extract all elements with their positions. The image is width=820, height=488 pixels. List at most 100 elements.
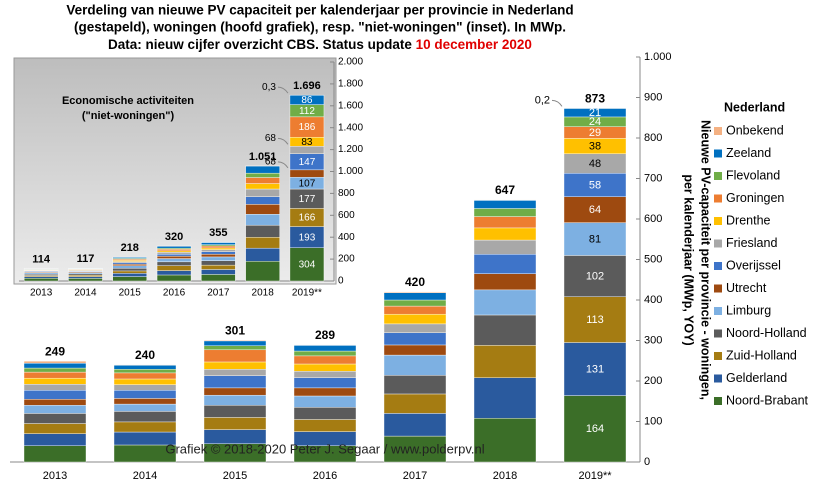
bar-segment <box>203 387 267 396</box>
legend-title: Nederland <box>724 100 785 114</box>
bar-segment <box>245 247 280 262</box>
bar-segment <box>293 350 357 357</box>
bar-segment <box>201 264 236 270</box>
bar-segment <box>473 377 537 419</box>
bar-segment <box>201 260 236 266</box>
x-tick-label: 2014 <box>74 288 97 299</box>
inset-title: ("niet-woningen") <box>82 110 175 122</box>
legend-label: Noord-Brabant <box>726 393 809 407</box>
bar-segment <box>203 349 267 363</box>
bar-segment <box>245 183 280 190</box>
chart-title: Data: nieuw cijfer overzicht CBS. Status… <box>108 37 532 52</box>
total-label: 289 <box>315 328 335 342</box>
legend-label: Friesland <box>726 236 777 250</box>
bar-segment <box>112 265 147 269</box>
y-tick-label: 400 <box>644 294 662 306</box>
x-tick-label: 2018 <box>493 470 517 482</box>
bar-segment <box>473 200 537 209</box>
bar-segment <box>112 273 147 277</box>
bar-segment <box>245 196 280 205</box>
total-label: 114 <box>32 253 51 265</box>
leader-line <box>277 137 289 145</box>
bar-segment <box>201 269 236 275</box>
data-label: 113 <box>586 314 604 326</box>
bar-segment <box>113 365 177 370</box>
bar-segment <box>201 251 236 255</box>
bar-segment <box>156 245 192 249</box>
bar-segment <box>245 224 280 238</box>
legend-swatch <box>714 194 722 203</box>
bar-segment <box>383 305 447 315</box>
bar-segment <box>203 405 267 418</box>
bar-segment <box>23 433 87 446</box>
y-tick-label: 0 <box>644 456 650 468</box>
x-tick-label: 2015 <box>223 470 247 482</box>
bar-segment <box>113 390 177 399</box>
bar-segment <box>383 354 447 376</box>
data-label: 304 <box>299 259 316 270</box>
data-label: 58 <box>589 179 601 191</box>
bar-segment <box>383 435 447 463</box>
bar-segment <box>68 276 103 279</box>
data-label: 68 <box>265 133 277 144</box>
bar-segment <box>473 418 537 463</box>
legend-swatch <box>714 262 722 270</box>
x-tick-label: 2016 <box>313 470 337 482</box>
y-tick-label: 1.200 <box>338 144 363 155</box>
legend-label: Flevoland <box>726 168 780 182</box>
bar-segment <box>23 278 59 282</box>
y-tick-label: 1.400 <box>338 122 363 133</box>
bar-segment <box>23 413 87 424</box>
data-label: 193 <box>299 232 316 243</box>
total-label: 301 <box>225 323 245 337</box>
bar-segment <box>383 375 447 395</box>
data-label: 107 <box>299 178 316 189</box>
bar-segment <box>293 363 357 372</box>
bar-segment <box>201 274 236 282</box>
legend-label: Noord-Holland <box>726 326 807 340</box>
bar-segment <box>383 393 447 414</box>
bar-segment <box>563 255 627 297</box>
annotation: Grafiek © 2018-2020 Peter J. Segaar / ww… <box>165 441 484 456</box>
bar-segment <box>293 355 357 365</box>
legend-swatch <box>714 172 722 180</box>
bar-segment <box>112 267 147 272</box>
bar-segment <box>293 395 357 408</box>
inset-title: Economische activiteiten <box>62 95 194 107</box>
bar-segment <box>113 421 177 433</box>
data-label: 21 <box>589 107 601 119</box>
total-label: 355 <box>209 227 227 239</box>
data-label: 38 <box>589 141 601 153</box>
data-label: 186 <box>299 122 316 133</box>
y-tick-label: 0 <box>338 276 344 287</box>
bar-segment <box>203 369 267 376</box>
chart-title: Verdeling van nieuwe PV capaciteit per k… <box>66 3 573 18</box>
chart-title: Data: nieuw cijfer overzicht CBS. Status… <box>108 37 416 52</box>
legend-label: Limburg <box>726 303 771 317</box>
total-label: 873 <box>585 92 605 106</box>
y-tick-label: 1.000 <box>644 51 672 63</box>
bar-segment <box>473 345 537 378</box>
bar-segment <box>23 377 87 385</box>
inset-plot: 0 200 400 600 800 1.000 1.200 1.400 1.600 1.800 2.… <box>19 57 363 299</box>
bar-segment <box>293 345 357 352</box>
bar-segment <box>473 208 537 217</box>
data-label: 29 <box>589 127 601 139</box>
bar-segment <box>473 227 537 241</box>
bar-segment <box>473 289 537 316</box>
y-tick-label: 400 <box>338 232 355 243</box>
bar-segment <box>293 387 357 397</box>
bar-segment <box>23 371 87 379</box>
data-label: 131 <box>586 363 604 375</box>
bar-segment <box>203 394 267 406</box>
bar-segment <box>201 249 236 252</box>
x-tick-label: 2014 <box>133 470 157 482</box>
bar-segment <box>201 245 236 249</box>
leader-line <box>277 86 289 94</box>
data-label: 64 <box>589 204 601 216</box>
bar-segment <box>23 399 87 406</box>
total-label: 320 <box>165 231 183 243</box>
bar-segment <box>23 405 87 414</box>
bar-segment <box>203 417 267 430</box>
